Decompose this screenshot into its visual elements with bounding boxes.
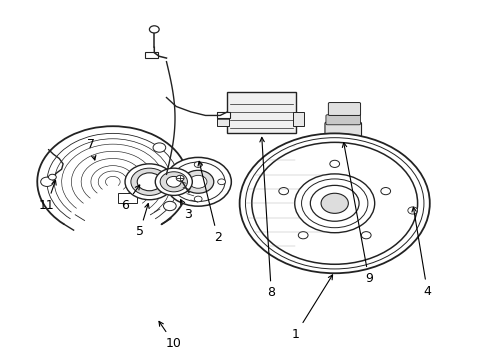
Bar: [118, 193, 137, 203]
Circle shape: [294, 174, 374, 233]
Circle shape: [166, 176, 181, 187]
Circle shape: [329, 160, 339, 167]
Circle shape: [164, 157, 231, 206]
Text: 7: 7: [87, 138, 96, 160]
Circle shape: [160, 172, 187, 192]
Text: 6: 6: [121, 185, 140, 212]
Circle shape: [170, 179, 178, 185]
Text: 8: 8: [259, 138, 275, 300]
Circle shape: [407, 207, 417, 214]
Bar: [216, 112, 230, 118]
Circle shape: [163, 201, 176, 211]
Text: 10: 10: [159, 321, 182, 350]
Circle shape: [176, 175, 183, 181]
Text: 5: 5: [135, 203, 149, 238]
Circle shape: [298, 231, 307, 239]
Circle shape: [189, 175, 206, 188]
Text: 11: 11: [39, 180, 56, 212]
Circle shape: [131, 168, 167, 195]
Text: 3: 3: [180, 200, 192, 221]
Circle shape: [361, 231, 370, 239]
FancyBboxPatch shape: [227, 92, 295, 134]
Circle shape: [239, 134, 429, 273]
Circle shape: [278, 188, 288, 195]
Bar: [216, 112, 228, 126]
Text: 2: 2: [198, 161, 221, 244]
Bar: [144, 51, 158, 58]
Text: 4: 4: [411, 207, 430, 298]
Text: 1: 1: [291, 275, 332, 341]
Circle shape: [194, 162, 202, 167]
Circle shape: [153, 143, 165, 152]
Circle shape: [48, 174, 56, 180]
Circle shape: [41, 177, 53, 186]
Circle shape: [137, 173, 161, 191]
Bar: [293, 112, 304, 126]
FancyBboxPatch shape: [325, 122, 361, 140]
Text: 9: 9: [342, 143, 372, 285]
Circle shape: [149, 26, 159, 33]
Circle shape: [321, 193, 347, 213]
Circle shape: [380, 188, 390, 195]
Circle shape: [217, 179, 225, 185]
FancyBboxPatch shape: [325, 115, 360, 125]
FancyBboxPatch shape: [328, 103, 360, 116]
Circle shape: [194, 196, 202, 202]
Polygon shape: [404, 203, 420, 218]
Circle shape: [182, 170, 213, 193]
Circle shape: [155, 168, 192, 195]
Circle shape: [125, 164, 173, 200]
